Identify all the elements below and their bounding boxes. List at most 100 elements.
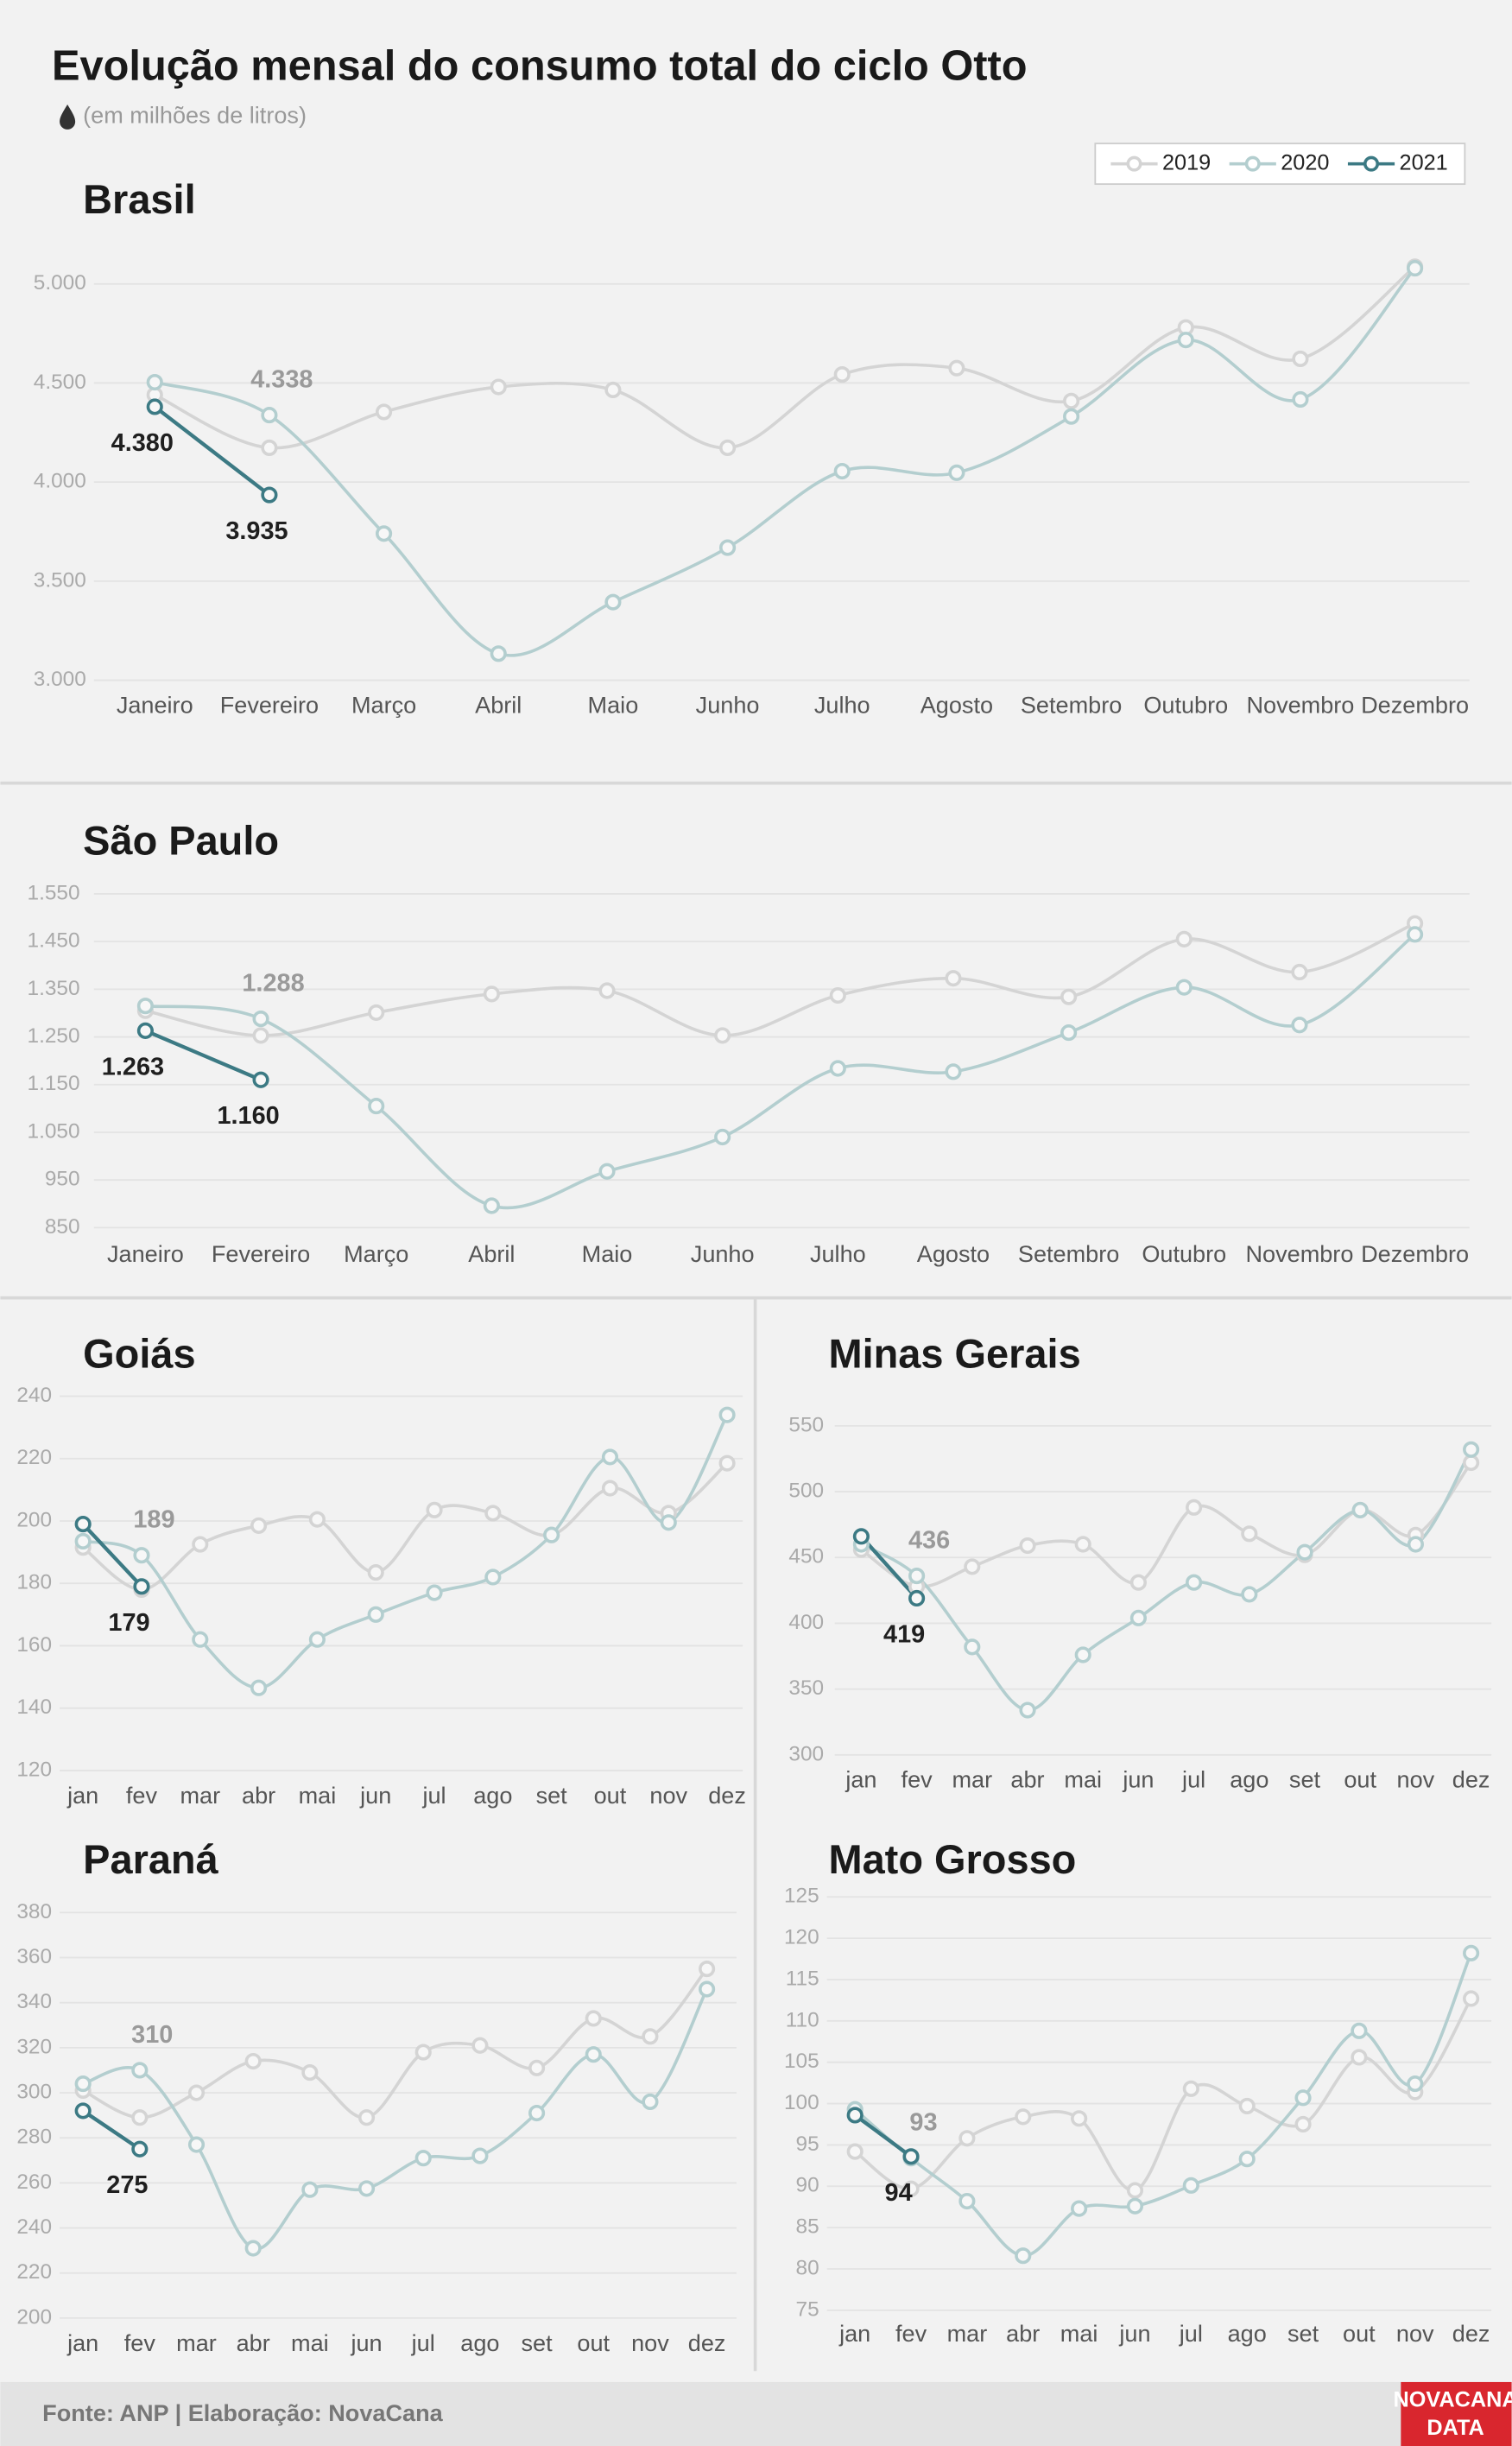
- x-tick-label: Outubro: [1142, 1240, 1226, 1267]
- x-tick-label: Agosto: [920, 691, 993, 718]
- point: [958, 2130, 976, 2147]
- series-line: [153, 405, 271, 497]
- x-tick-label: fev: [124, 2329, 156, 2356]
- point: [1015, 2247, 1032, 2265]
- y-tick-label: 550: [788, 1413, 824, 1436]
- point: [829, 986, 846, 1004]
- value-label: 1.288: [242, 969, 304, 997]
- chart-title: São Paulo: [83, 818, 279, 864]
- point: [133, 1547, 150, 1564]
- point: [1463, 1990, 1480, 2007]
- point: [1126, 2197, 1144, 2215]
- point: [146, 398, 163, 415]
- value-label: 4.380: [111, 429, 174, 457]
- point: [74, 1532, 92, 1550]
- x-tick-label: Março: [344, 1240, 408, 1267]
- point: [852, 1528, 870, 1545]
- point: [484, 1505, 502, 1522]
- point: [1463, 1441, 1480, 1458]
- point: [490, 378, 507, 396]
- point: [1294, 2115, 1312, 2133]
- x-tick-label: mai: [1064, 1766, 1102, 1793]
- y-tick-label: 360: [16, 1945, 52, 1968]
- point: [1238, 2151, 1256, 2168]
- point: [368, 1098, 385, 1115]
- point: [699, 1980, 716, 1998]
- x-tick-label: jul: [411, 2329, 435, 2356]
- point: [833, 462, 851, 480]
- x-tick-label: Janeiro: [107, 1240, 184, 1267]
- y-tick-label: 280: [16, 2126, 52, 2149]
- x-tick-label: Outubro: [1143, 691, 1228, 718]
- point: [74, 2075, 92, 2093]
- point: [829, 1060, 846, 1077]
- point: [1351, 1501, 1369, 1518]
- x-tick-label: jan: [66, 2329, 98, 2356]
- point: [660, 1514, 677, 1531]
- chart-title: Brasil: [83, 176, 195, 222]
- y-tick-label: 3.000: [34, 668, 86, 691]
- y-tick-label: 120: [16, 1758, 52, 1781]
- point: [308, 1511, 326, 1528]
- point: [1175, 979, 1193, 996]
- logo-text: NOVACANA: [1393, 2387, 1512, 2411]
- point: [376, 525, 393, 542]
- point: [301, 2181, 319, 2198]
- y-tick-label: 300: [16, 2080, 52, 2103]
- value-label: 4.338: [250, 365, 313, 393]
- point: [902, 2148, 920, 2165]
- chart-title: Minas Gerais: [828, 1331, 1080, 1377]
- y-tick-label: 90: [796, 2174, 819, 2197]
- point: [252, 1071, 269, 1088]
- x-tick-label: jan: [845, 1766, 876, 1793]
- y-tick-label: 1.350: [28, 977, 80, 1000]
- y-tick-label: 160: [16, 1633, 52, 1657]
- x-tick-label: nov: [631, 2329, 669, 2356]
- x-tick-label: out: [577, 2329, 610, 2356]
- point: [357, 2180, 376, 2197]
- point: [483, 1197, 500, 1214]
- point: [471, 2037, 489, 2054]
- point: [1186, 1574, 1203, 1591]
- drop-icon: [60, 105, 76, 130]
- point: [1186, 1499, 1203, 1516]
- point: [187, 2136, 206, 2153]
- point: [642, 2028, 659, 2045]
- point: [426, 1501, 443, 1518]
- point: [718, 1406, 736, 1423]
- x-tick-label: Setembro: [1018, 1240, 1119, 1267]
- chart-title: Mato Grosso: [828, 1836, 1076, 1882]
- x-tick-label: Dezembro: [1361, 1240, 1469, 1267]
- point: [308, 1631, 326, 1648]
- y-tick-label: 350: [788, 1676, 824, 1700]
- x-tick-label: jun: [359, 1782, 391, 1809]
- point: [585, 2046, 602, 2063]
- x-tick-label: jun: [350, 2329, 382, 2356]
- point: [1463, 1944, 1480, 1961]
- point: [1182, 2080, 1199, 2097]
- point: [301, 2063, 319, 2082]
- x-tick-label: mai: [1060, 2320, 1098, 2347]
- point: [1351, 2022, 1368, 2039]
- y-tick-label: 1.150: [28, 1072, 80, 1095]
- point: [598, 1163, 616, 1180]
- point: [133, 1578, 150, 1595]
- point: [1129, 1609, 1147, 1626]
- point: [414, 2150, 432, 2167]
- chart-title: Goiás: [83, 1331, 195, 1377]
- value-label: 93: [909, 2109, 937, 2137]
- x-tick-label: ago: [473, 1782, 512, 1809]
- point: [244, 2240, 262, 2257]
- x-tick-label: Março: [351, 691, 416, 718]
- x-tick-label: dez: [708, 1782, 746, 1809]
- point: [948, 359, 965, 377]
- point: [902, 2180, 920, 2197]
- x-tick-label: dez: [1452, 2320, 1490, 2347]
- point: [1291, 963, 1308, 981]
- y-tick-label: 500: [788, 1479, 824, 1502]
- point: [1238, 2097, 1256, 2115]
- logo-box: [1401, 2381, 1512, 2446]
- x-tick-label: Agosto: [917, 1240, 990, 1267]
- x-tick-label: Janeiro: [117, 691, 193, 718]
